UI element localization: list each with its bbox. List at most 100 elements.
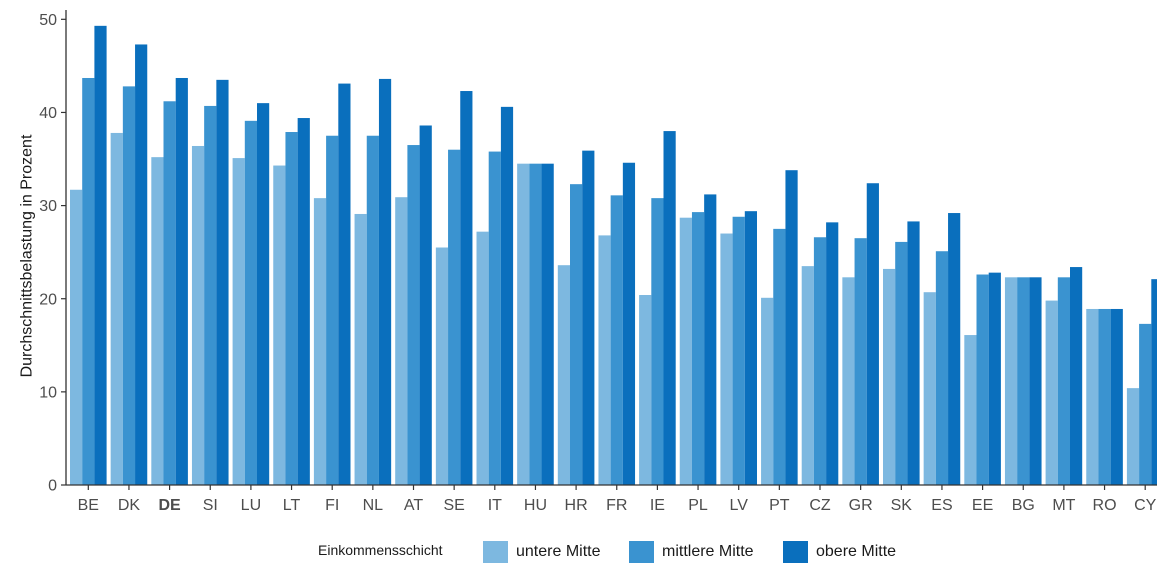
bar-lv-2 <box>744 211 757 486</box>
y-tick-label: 20 <box>39 291 57 308</box>
bar-pt-0 <box>761 297 774 485</box>
bar-hu-1 <box>529 163 542 486</box>
x-axis: BE DK DE SI LU LT FI NL AT SE IT HU HR FR IE PL LV PT CZ GR… <box>78 485 1157 514</box>
bar-bg-0 <box>1004 277 1018 485</box>
y-tick-label: 40 <box>39 105 57 122</box>
bar-cz-0 <box>801 266 814 485</box>
x-tick-label-hr: HR <box>565 497 588 514</box>
y-tick-label: 50 <box>39 12 57 29</box>
bar-lv-0 <box>720 233 733 485</box>
bar-lt-1 <box>285 132 298 485</box>
bar-be-1 <box>82 77 95 485</box>
bar-ro-2 <box>1110 308 1123 485</box>
legend-swatch-2 <box>783 541 808 563</box>
bar-pt-1 <box>773 228 786 485</box>
x-tick-label-ie: IE <box>650 497 665 514</box>
bar-hr-2 <box>582 150 595 485</box>
x-tick-label-nl: NL <box>363 497 384 514</box>
bar-it-1 <box>488 151 501 485</box>
bar-ee-2 <box>988 272 1001 485</box>
bar-pl-0 <box>679 217 692 485</box>
bar-cz-1 <box>813 237 827 485</box>
bar-pl-2 <box>704 194 717 486</box>
bar-mt-1 <box>1057 277 1070 485</box>
bar-it-0 <box>476 231 489 485</box>
x-tick-label-lt: LT <box>283 497 301 514</box>
bar-lu-2 <box>257 103 270 485</box>
bar-it-2 <box>500 106 514 486</box>
bar-si-1 <box>204 105 217 486</box>
bar-es-2 <box>948 213 961 485</box>
bar-ro-1 <box>1098 308 1111 485</box>
bar-bg-1 <box>1017 277 1030 485</box>
bar-sk-1 <box>895 241 908 485</box>
x-tick-label-hu: HU <box>524 497 547 514</box>
legend-label-1: mittlere Mitte <box>662 543 754 560</box>
legend-swatch-0 <box>483 541 508 563</box>
bar-nl-2 <box>378 78 392 485</box>
bar-mt-0 <box>1045 300 1058 485</box>
x-tick-label-se: SE <box>443 497 464 514</box>
bar-de-0 <box>151 157 164 485</box>
bar-lu-0 <box>232 158 245 485</box>
bar-dk-2 <box>135 44 148 485</box>
bar-cz-2 <box>826 222 839 485</box>
bar-at-0 <box>395 197 408 486</box>
x-tick-label-gr: GR <box>849 497 873 514</box>
legend-title: Einkommensschicht <box>318 542 443 558</box>
x-tick-label-lv: LV <box>730 497 749 514</box>
x-tick-label-cy: CY <box>1134 497 1157 514</box>
bar-hu-2 <box>541 163 554 486</box>
y-tick-label: 30 <box>39 198 57 215</box>
bar-gr-2 <box>866 183 879 485</box>
bar-dk-0 <box>110 132 123 486</box>
bar-de-1 <box>163 101 176 486</box>
y-axis: 0 10 20 30 40 50 <box>39 12 66 495</box>
bar-fr-0 <box>598 235 611 485</box>
bar-gr-1 <box>854 238 867 485</box>
x-tick-label-sk: SK <box>891 497 913 514</box>
x-tick-label-pt: PT <box>769 497 790 514</box>
bar-fr-2 <box>622 162 636 485</box>
legend: Einkommensschicht untere Mitte mittlere M… <box>318 541 896 563</box>
x-tick-label-be: BE <box>78 497 99 514</box>
bar-lu-1 <box>244 120 257 485</box>
bar-ie-0 <box>639 295 652 485</box>
bar-se-1 <box>448 149 461 486</box>
bar-at-1 <box>407 145 420 486</box>
x-tick-label-mt: MT <box>1052 497 1075 514</box>
bar-pl-1 <box>691 212 705 485</box>
bars-group <box>70 25 1157 486</box>
legend-label-2: obere Mitte <box>816 543 896 560</box>
x-tick-label-de: DE <box>158 497 181 514</box>
bar-nl-0 <box>354 213 367 485</box>
bar-sk-2 <box>907 221 920 485</box>
bar-lt-2 <box>297 118 310 485</box>
x-tick-label-at: AT <box>404 497 423 514</box>
x-tick-label-fr: FR <box>606 497 627 514</box>
y-axis-title: Durchschnittsbelastung in Prozent <box>19 134 36 377</box>
bar-gr-0 <box>842 277 855 485</box>
legend-swatch-1 <box>629 541 654 563</box>
bar-fi-1 <box>326 135 339 485</box>
x-tick-label-dk: DK <box>118 497 141 514</box>
x-tick-label-it: IT <box>488 497 502 514</box>
bar-dk-1 <box>122 86 136 485</box>
bar-fi-0 <box>313 198 327 485</box>
bar-sk-0 <box>883 268 896 485</box>
x-tick-label-bg: BG <box>1012 497 1035 514</box>
bar-fi-2 <box>338 83 351 485</box>
bar-de-2 <box>175 77 188 485</box>
x-tick-label-lu: LU <box>241 497 261 514</box>
bar-lt-0 <box>273 165 286 485</box>
bar-bg-2 <box>1029 277 1042 485</box>
bar-cy-1 <box>1139 323 1152 485</box>
bar-si-0 <box>191 145 205 485</box>
bar-ie-2 <box>663 131 676 485</box>
bar-cy-0 <box>1126 388 1140 485</box>
bar-hu-0 <box>517 163 530 486</box>
bar-se-2 <box>460 91 473 485</box>
bar-ee-0 <box>964 335 977 485</box>
legend-label-0: untere Mitte <box>516 543 601 560</box>
bar-es-1 <box>935 251 949 485</box>
